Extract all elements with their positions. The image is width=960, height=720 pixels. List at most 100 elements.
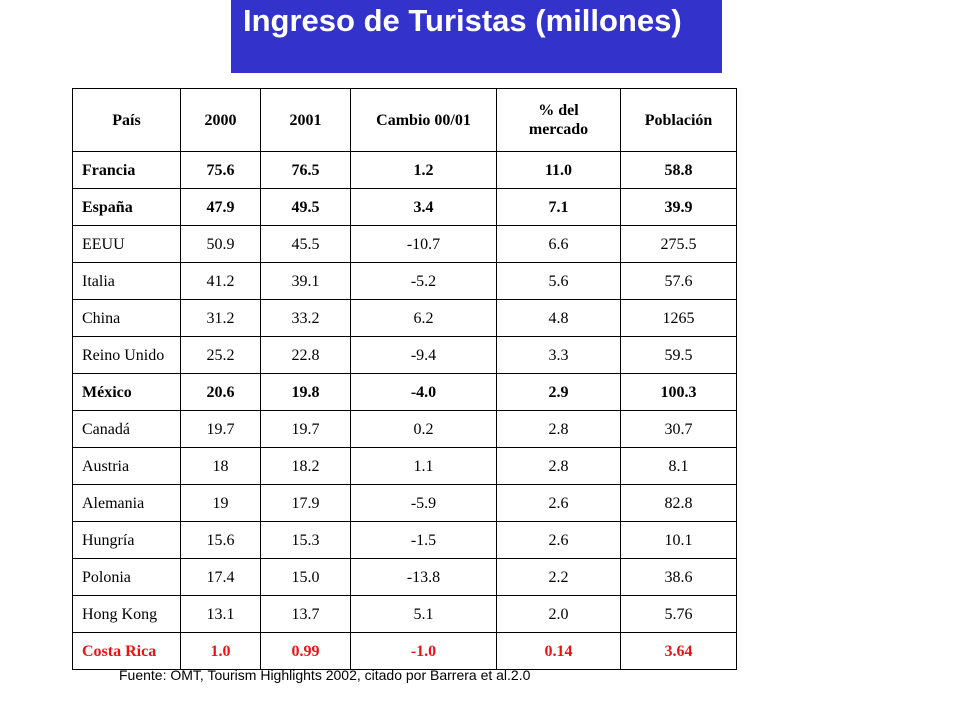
- cell-country: Polonia: [72, 558, 181, 596]
- cell-year-2000: 31.2: [180, 299, 261, 337]
- cell-market-share: 2.8: [496, 410, 621, 448]
- cell-change: 6.2: [350, 299, 497, 337]
- table-row: España 47.9 49.5 3.4 7.1 39.9: [72, 188, 737, 226]
- cell-population: 275.5: [620, 225, 737, 263]
- cell-population: 39.9: [620, 188, 737, 226]
- cell-change: -5.2: [350, 262, 497, 300]
- cell-year-2000: 13.1: [180, 595, 261, 633]
- cell-year-2001: 76.5: [260, 151, 351, 189]
- cell-change: -4.0: [350, 373, 497, 411]
- cell-population: 82.8: [620, 484, 737, 522]
- cell-population: 8.1: [620, 447, 737, 485]
- cell-population: 58.8: [620, 151, 737, 189]
- table-row: Canadá 19.7 19.7 0.2 2.8 30.7: [72, 410, 737, 448]
- title-banner: Ingreso de Turistas (millones): [231, 0, 722, 73]
- table-row: México 20.6 19.8 -4.0 2.9 100.3: [72, 373, 737, 411]
- cell-country: Francia: [72, 151, 181, 189]
- cell-population: 57.6: [620, 262, 737, 300]
- cell-country: Reino Unido: [72, 336, 181, 374]
- cell-country: México: [72, 373, 181, 411]
- header-population: Población: [620, 88, 737, 152]
- cell-year-2001: 33.2: [260, 299, 351, 337]
- table-row: Hungría 15.6 15.3 -1.5 2.6 10.1: [72, 521, 737, 559]
- cell-market-share: 7.1: [496, 188, 621, 226]
- table-row: Italia 41.2 39.1 -5.2 5.6 57.6: [72, 262, 737, 300]
- cell-country: China: [72, 299, 181, 337]
- header-year-2001: 2001: [260, 88, 351, 152]
- cell-year-2000: 19: [180, 484, 261, 522]
- cell-change: -1.0: [350, 632, 497, 670]
- cell-year-2001: 39.1: [260, 262, 351, 300]
- cell-country: Austria: [72, 447, 181, 485]
- cell-year-2001: 18.2: [260, 447, 351, 485]
- cell-population: 10.1: [620, 521, 737, 559]
- cell-population: 30.7: [620, 410, 737, 448]
- cell-country: Hungría: [72, 521, 181, 559]
- slide-title: Ingreso de Turistas (millones): [243, 3, 682, 38]
- cell-country: Hong Kong: [72, 595, 181, 633]
- cell-market-share: 4.8: [496, 299, 621, 337]
- cell-year-2001: 45.5: [260, 225, 351, 263]
- cell-change: -13.8: [350, 558, 497, 596]
- cell-country: Costa Rica: [72, 632, 181, 670]
- cell-market-share: 2.2: [496, 558, 621, 596]
- cell-change: -10.7: [350, 225, 497, 263]
- cell-year-2001: 15.3: [260, 521, 351, 559]
- cell-change: 3.4: [350, 188, 497, 226]
- header-market-share: % del mercado: [496, 88, 621, 152]
- cell-market-share: 2.0: [496, 595, 621, 633]
- cell-change: -5.9: [350, 484, 497, 522]
- cell-year-2001: 19.7: [260, 410, 351, 448]
- cell-population: 100.3: [620, 373, 737, 411]
- table-row: EEUU 50.9 45.5 -10.7 6.6 275.5: [72, 225, 737, 263]
- cell-change: -9.4: [350, 336, 497, 374]
- table-row: Costa Rica 1.0 0.99 -1.0 0.14 3.64: [72, 632, 737, 670]
- cell-year-2000: 1.0: [180, 632, 261, 670]
- cell-year-2000: 20.6: [180, 373, 261, 411]
- cell-year-2000: 50.9: [180, 225, 261, 263]
- cell-market-share: 11.0: [496, 151, 621, 189]
- cell-population: 1265: [620, 299, 737, 337]
- cell-country: España: [72, 188, 181, 226]
- cell-year-2001: 19.8: [260, 373, 351, 411]
- table-row: China 31.2 33.2 6.2 4.8 1265: [72, 299, 737, 337]
- table-row: Alemania 19 17.9 -5.9 2.6 82.8: [72, 484, 737, 522]
- cell-market-share: 5.6: [496, 262, 621, 300]
- cell-country: EEUU: [72, 225, 181, 263]
- cell-change: 5.1: [350, 595, 497, 633]
- table-row: Francia 75.6 76.5 1.2 11.0 58.8: [72, 151, 737, 189]
- cell-year-2000: 18: [180, 447, 261, 485]
- cell-year-2001: 17.9: [260, 484, 351, 522]
- cell-change: 1.2: [350, 151, 497, 189]
- cell-year-2001: 0.99: [260, 632, 351, 670]
- table-row: Reino Unido 25.2 22.8 -9.4 3.3 59.5: [72, 336, 737, 374]
- cell-year-2001: 49.5: [260, 188, 351, 226]
- table-row: Hong Kong 13.1 13.7 5.1 2.0 5.76: [72, 595, 737, 633]
- cell-year-2001: 13.7: [260, 595, 351, 633]
- cell-year-2000: 75.6: [180, 151, 261, 189]
- cell-market-share: 0.14: [496, 632, 621, 670]
- cell-population: 59.5: [620, 336, 737, 374]
- cell-population: 3.64: [620, 632, 737, 670]
- cell-market-share: 6.6: [496, 225, 621, 263]
- table-row: Polonia 17.4 15.0 -13.8 2.2 38.6: [72, 558, 737, 596]
- cell-market-share: 2.8: [496, 447, 621, 485]
- cell-year-2001: 15.0: [260, 558, 351, 596]
- cell-change: 0.2: [350, 410, 497, 448]
- header-country: País: [72, 88, 181, 152]
- tourism-table: País 2000 2001 Cambio 00/01% del mercado Pob…: [72, 88, 737, 670]
- cell-market-share: 2.9: [496, 373, 621, 411]
- cell-year-2000: 17.4: [180, 558, 261, 596]
- cell-year-2000: 25.2: [180, 336, 261, 374]
- cell-year-2000: 19.7: [180, 410, 261, 448]
- cell-population: 5.76: [620, 595, 737, 633]
- cell-change: 1.1: [350, 447, 497, 485]
- table-header-row: País 2000 2001 Cambio 00/01% del mercado Pob…: [72, 88, 737, 152]
- cell-country: Alemania: [72, 484, 181, 522]
- cell-market-share: 3.3: [496, 336, 621, 374]
- cell-year-2000: 47.9: [180, 188, 261, 226]
- cell-year-2000: 15.6: [180, 521, 261, 559]
- cell-year-2000: 41.2: [180, 262, 261, 300]
- header-change: Cambio 00/01: [350, 88, 497, 152]
- cell-year-2001: 22.8: [260, 336, 351, 374]
